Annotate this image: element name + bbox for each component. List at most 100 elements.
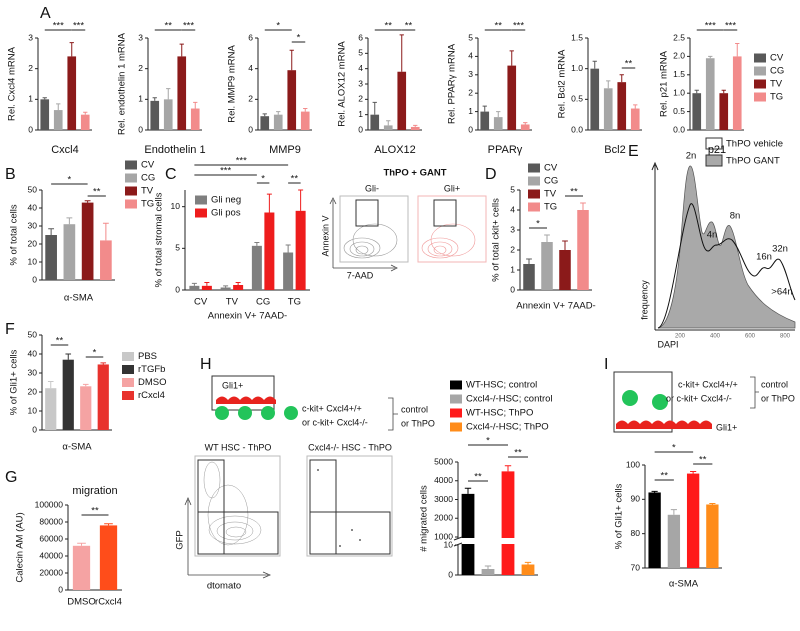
y-axis-label: Rel. ALOX12 mRNA <box>337 41 348 127</box>
legend-label: rCxcl4 <box>138 390 165 401</box>
y-tick-label: 5000 <box>434 456 453 466</box>
legend-swatch <box>754 79 766 89</box>
significance-label: ** <box>661 471 669 482</box>
y-tick-label: 20 <box>28 386 38 396</box>
y-tick-label: 3000 <box>434 494 453 504</box>
y-tick-label: 0 <box>248 124 253 134</box>
error-bar <box>690 471 697 474</box>
error-bar <box>464 487 472 494</box>
flow-plot-label: Gli- <box>365 183 379 193</box>
y-tick-label: 0.5 <box>673 106 685 116</box>
flow-plot-frame <box>194 455 281 557</box>
y-tick-label: 0 <box>28 124 33 134</box>
bar <box>521 564 535 575</box>
bar <box>648 492 661 568</box>
error-bar <box>152 97 157 101</box>
error-bar <box>66 217 73 225</box>
x-tick-label: DMSO <box>67 597 96 608</box>
legend-swatch <box>705 137 723 150</box>
y-tick-label: 0 <box>510 284 515 294</box>
error-bar <box>482 105 487 112</box>
legend-swatch <box>450 422 462 432</box>
y-tick-label: 1 <box>358 109 363 119</box>
bar <box>370 114 380 130</box>
y-axis-label: Rel. MMP9 mRNA <box>227 45 238 123</box>
significance-label: ** <box>570 187 578 198</box>
significance-label: * <box>68 175 72 186</box>
y-tick-label: 0 <box>32 424 37 434</box>
y-tick-label: 0 <box>175 284 180 294</box>
legend-label: TG <box>141 199 154 210</box>
y-tick-label: 80 <box>631 528 641 538</box>
bar <box>507 65 517 130</box>
legend-swatch <box>122 352 134 361</box>
error-bar <box>496 111 501 118</box>
y-tick-label: 2 <box>248 94 253 104</box>
flow-panel-h: WT HSC - ThPO Cxcl4-/- HSC - ThPO GFP dt… <box>175 442 393 592</box>
bar <box>667 514 681 568</box>
bar <box>190 108 200 130</box>
histogram-panel-e: ThPO vehicle ThPO GANT 2n 4n 8n 16n 32n … <box>639 137 796 349</box>
bar <box>67 56 77 130</box>
significance-label: ** <box>625 59 633 70</box>
y-tick-label: 0.5 <box>571 94 583 104</box>
chart-title: migration <box>72 485 117 497</box>
legend-swatch <box>122 365 134 374</box>
error-bar <box>606 80 611 89</box>
flow-gate <box>355 199 379 227</box>
error-bar <box>526 258 532 264</box>
bar <box>80 386 92 430</box>
error-bar <box>524 561 532 565</box>
diagram-panel-i: c-kit+ Cxcl4+/+ or c-kit+ Cxcl4-/- contr… <box>613 371 795 433</box>
legend-label: TG <box>544 202 557 213</box>
bar <box>100 240 112 280</box>
significance-label: ** <box>699 455 707 466</box>
x-axis-label: DAPI <box>657 339 678 349</box>
hsc-cells <box>215 406 298 420</box>
legend-swatch <box>450 394 462 404</box>
y-tick-label: 0.0 <box>571 124 583 134</box>
error-bar <box>619 74 624 83</box>
bar <box>603 88 613 130</box>
x-tick-label: CV <box>194 297 208 308</box>
legend-swatch <box>122 391 134 400</box>
error-bar <box>254 242 260 246</box>
bar <box>177 56 187 130</box>
flow-y-label: GFP <box>175 530 186 550</box>
peak-label: 2n <box>686 151 697 162</box>
y-tick-label: 2.0 <box>673 51 685 61</box>
y-tick-label: 20 <box>28 238 38 248</box>
treatment: control <box>761 379 788 389</box>
y-tick-label: 5 <box>468 32 473 42</box>
y-tick-label: 4000 <box>434 475 453 485</box>
error-bar <box>262 113 267 117</box>
y-tick-label: 0 <box>32 274 37 284</box>
panel-label: G <box>5 469 17 486</box>
y-tick-label: 3 <box>358 78 363 88</box>
x-axis-label: MMP9 <box>269 144 301 156</box>
x-axis-label: α-SMA <box>669 579 699 590</box>
ploidy-histogram-vehicle <box>657 203 796 329</box>
significance-label: *** <box>705 21 716 32</box>
x-tick-label: TV <box>226 297 239 308</box>
error-bar <box>223 285 229 288</box>
panel-label: F <box>5 321 15 338</box>
y-tick-label: 0 <box>58 584 63 594</box>
legend-label: CV <box>770 53 784 64</box>
panel-label: A <box>40 5 51 22</box>
error-bar <box>100 362 107 365</box>
legend-swatch <box>122 378 134 387</box>
error-bar <box>235 282 241 285</box>
treatment: or ThPO <box>761 393 795 403</box>
y-tick-label: 0 <box>138 124 143 134</box>
bar <box>97 364 109 430</box>
bar <box>72 545 91 590</box>
bar <box>706 504 719 568</box>
legend-label: CV <box>141 160 155 171</box>
significance-label: * <box>536 219 540 230</box>
y-tick-label: 0 <box>358 124 363 134</box>
bracket <box>388 397 398 431</box>
y-tick-label: 2000 <box>434 513 453 523</box>
error-bar <box>298 189 304 211</box>
